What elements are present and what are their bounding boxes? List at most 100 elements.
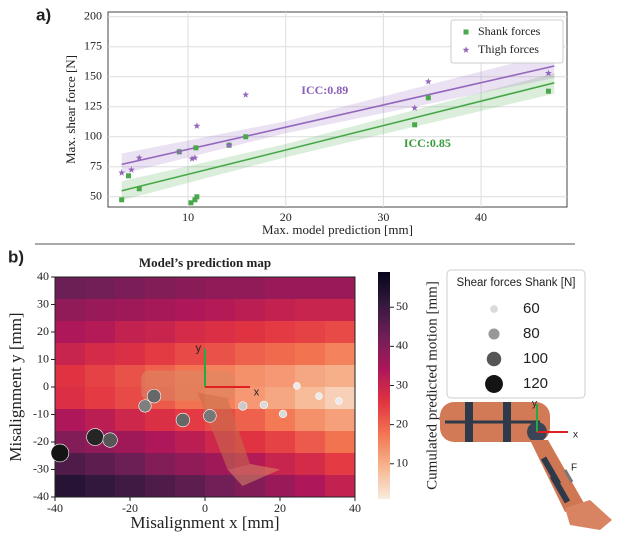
heat-cell xyxy=(265,409,296,432)
heat-cell xyxy=(295,299,326,322)
y-tick-label: 100 xyxy=(84,129,102,143)
y-tick-label: 30 xyxy=(37,296,49,310)
heat-cell xyxy=(85,453,116,476)
heat-cell xyxy=(55,409,86,432)
legend-label: 60 xyxy=(523,300,540,317)
heat-cell xyxy=(265,387,296,410)
point xyxy=(545,88,551,94)
point xyxy=(136,186,142,192)
heat-cell xyxy=(85,343,116,366)
heat-cell xyxy=(175,299,206,322)
heat-cell xyxy=(175,343,206,366)
force-point xyxy=(315,392,323,400)
heat-cell xyxy=(325,431,356,454)
force-point xyxy=(238,401,248,411)
y-tick-label: -10 xyxy=(33,406,49,420)
heat-cell xyxy=(145,343,176,366)
heat-cell xyxy=(205,277,236,300)
fit-line xyxy=(121,82,555,192)
heat-cell xyxy=(325,453,356,476)
point xyxy=(425,95,431,101)
heat-cell xyxy=(55,277,86,300)
colorbar-tick-label: 40 xyxy=(396,338,408,352)
heat-cell xyxy=(265,343,296,366)
force-point xyxy=(138,399,152,413)
annotation: ICC:0.89 xyxy=(301,83,348,97)
heat-cell xyxy=(145,453,176,476)
colorbar-tick-label: 20 xyxy=(396,416,408,430)
legend-marker xyxy=(486,351,502,367)
force-point xyxy=(175,412,191,428)
heat-cell xyxy=(175,277,206,300)
heat-cell xyxy=(295,365,326,388)
y-axis-label: Misalignment y [mm] xyxy=(6,312,25,461)
y-tick-label: 0 xyxy=(43,379,49,393)
heat-cell xyxy=(55,365,86,388)
heat-cell xyxy=(235,343,266,366)
heat-cell xyxy=(235,365,266,388)
heat-cell xyxy=(205,299,236,322)
point xyxy=(243,134,249,140)
force-point xyxy=(293,382,301,390)
x-axis-label: Misalignment x [mm] xyxy=(130,513,279,532)
point xyxy=(126,173,132,179)
colorbar-tick-label: 10 xyxy=(396,456,408,470)
x-tick-label: 30 xyxy=(377,210,389,224)
heat-cell xyxy=(325,409,356,432)
point xyxy=(242,91,250,98)
heat-cell xyxy=(85,321,116,344)
leg-shape xyxy=(227,464,280,486)
legend-marker xyxy=(490,305,498,313)
heat-cell xyxy=(175,475,206,498)
fit-line xyxy=(121,65,555,166)
point xyxy=(118,169,126,176)
point xyxy=(135,154,143,161)
heat-cell xyxy=(85,365,116,388)
y-tick-label: 150 xyxy=(84,69,102,83)
heat-cell xyxy=(265,321,296,344)
point xyxy=(119,197,125,203)
legend-marker xyxy=(463,29,469,35)
heat-cell xyxy=(145,475,176,498)
y-tick-label: -20 xyxy=(33,434,49,448)
point xyxy=(188,155,196,162)
x-tick-label: 20 xyxy=(280,210,292,224)
x-tick-label: 20 xyxy=(274,501,286,515)
panel-label: a) xyxy=(36,5,51,24)
heat-cell xyxy=(295,475,326,498)
point xyxy=(424,78,432,85)
colorbar-tick-label: 30 xyxy=(396,377,408,391)
leg-shape xyxy=(141,370,235,401)
y-tick-label: -30 xyxy=(33,461,49,475)
x-tick-label: 40 xyxy=(475,210,487,224)
leg-illustration xyxy=(440,402,612,530)
point xyxy=(545,69,552,77)
colorbar xyxy=(378,272,390,499)
chart-title: Model’s prediction map xyxy=(139,255,271,270)
heat-cell xyxy=(55,299,86,322)
point xyxy=(194,194,200,200)
heat-cell xyxy=(145,431,176,454)
y-tick-label: 175 xyxy=(84,39,102,53)
y-tick-label: 50 xyxy=(90,189,102,203)
heat-cell xyxy=(55,475,86,498)
colorbar-tick-label: 50 xyxy=(396,299,408,313)
y-tick-label: 20 xyxy=(37,324,49,338)
point xyxy=(191,154,199,161)
frame-label: y xyxy=(196,342,202,354)
heat-cell xyxy=(115,343,146,366)
y-tick-label: 75 xyxy=(90,159,102,173)
y-tick-label: 40 xyxy=(37,269,49,283)
heat-cell xyxy=(265,277,296,300)
heat-cell xyxy=(235,409,266,432)
heat-cell xyxy=(115,365,146,388)
heat-cell xyxy=(115,453,146,476)
legend-marker xyxy=(462,46,470,53)
heat-cell xyxy=(145,299,176,322)
heat-cell xyxy=(295,277,326,300)
heat-cell xyxy=(115,321,146,344)
annotation: ICC:0.85 xyxy=(404,136,451,150)
leg-label: F xyxy=(571,463,577,474)
force-point xyxy=(259,400,269,410)
